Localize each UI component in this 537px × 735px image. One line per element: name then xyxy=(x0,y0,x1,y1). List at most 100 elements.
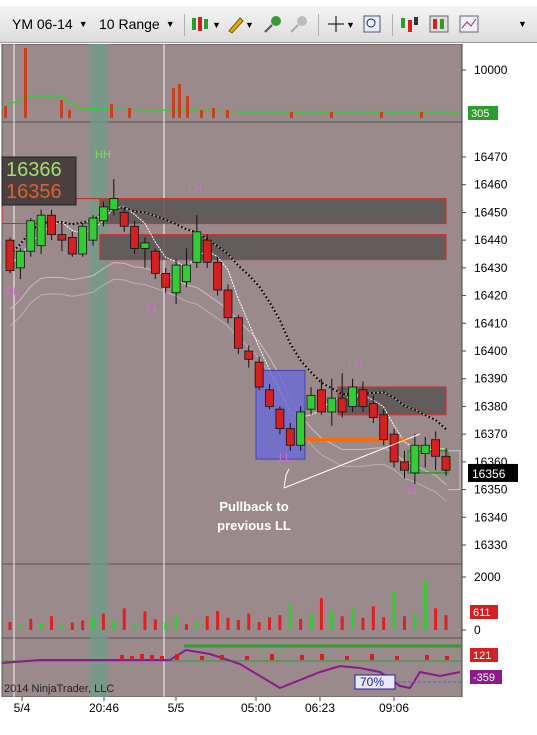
top-panel-bar xyxy=(128,108,131,118)
volume-bar xyxy=(8,622,12,630)
candle-body xyxy=(47,214,56,235)
chevron-down-icon: ▼ xyxy=(165,19,175,29)
volume-bar xyxy=(340,616,344,630)
volume-bar xyxy=(299,618,303,630)
time-tick-label: 06:23 xyxy=(305,701,335,715)
candle-body xyxy=(379,414,389,441)
volume-bar xyxy=(216,610,220,630)
price-tick-label: 16460 xyxy=(474,178,508,192)
strategy-button[interactable] xyxy=(428,14,452,34)
instrument-selector[interactable]: YM 06-14 ▼ xyxy=(12,14,88,34)
zoom-button[interactable] xyxy=(362,14,384,34)
candle-body xyxy=(213,261,223,291)
toolbar-scroll-button[interactable]: ▼ xyxy=(518,14,527,34)
volume-bar xyxy=(122,608,126,630)
candle-body xyxy=(223,289,233,319)
candle-body xyxy=(78,225,88,255)
candlestick-icon: ▼ xyxy=(192,17,221,31)
candle-body xyxy=(400,461,409,471)
candle-body xyxy=(265,389,274,407)
top-panel-bar xyxy=(172,88,175,118)
price-tick-label: 16340 xyxy=(474,510,508,524)
candle-body xyxy=(202,239,212,263)
candle-body xyxy=(15,250,25,269)
svg-text:▼: ▼ xyxy=(245,20,254,30)
swing-marker-label: LL xyxy=(407,485,419,497)
volume-bar xyxy=(184,624,188,630)
price-tick-label: 16430 xyxy=(474,261,508,275)
volume-bar xyxy=(101,613,105,630)
global-draw-button[interactable] xyxy=(262,14,286,34)
candle-body xyxy=(67,236,77,255)
volume-bar xyxy=(257,622,261,630)
volume-bar xyxy=(29,618,33,630)
indicator-bar xyxy=(175,654,179,660)
swing-marker-label: LL xyxy=(279,452,291,464)
volume-bar xyxy=(91,617,95,630)
top-panel-bar xyxy=(60,100,63,118)
price-tick-label: 16390 xyxy=(474,372,508,386)
top-panel-bar xyxy=(200,110,203,118)
volume-bar xyxy=(112,620,116,630)
remove-draw-button[interactable] xyxy=(288,14,312,34)
price-axis-background xyxy=(462,44,537,697)
chart-properties-button[interactable] xyxy=(458,14,482,34)
volume-bar xyxy=(70,622,74,630)
volume-bar xyxy=(164,622,168,630)
indicator-bar xyxy=(160,656,164,660)
bar-type-selector[interactable]: 10 Range ▼ xyxy=(99,14,175,34)
data-box-button[interactable] xyxy=(398,14,422,34)
top-panel-bar xyxy=(212,108,215,118)
candlestick-style-button[interactable]: ▼ xyxy=(190,14,224,34)
candle-body xyxy=(57,234,67,241)
volume-bar xyxy=(392,591,396,630)
panel-background-2 xyxy=(1,563,463,639)
annotation-text: previous LL xyxy=(217,518,291,533)
volume-bar xyxy=(423,580,427,630)
percent-box xyxy=(354,674,396,690)
crosshair-button[interactable]: ▼ xyxy=(326,14,356,34)
drawing-tools-button[interactable]: ▼ xyxy=(226,14,256,34)
candle-body xyxy=(441,455,451,471)
volume-bar xyxy=(413,613,417,630)
indicator-bar xyxy=(300,655,304,660)
time-tick-label: 05:00 xyxy=(241,701,271,715)
volume-bar xyxy=(133,623,137,630)
candle-body xyxy=(150,250,160,274)
volume-bar xyxy=(268,617,272,630)
volume-bar xyxy=(444,615,448,630)
candle-body xyxy=(130,225,139,249)
indicator-bar xyxy=(320,654,324,660)
volume-bar xyxy=(18,625,22,630)
resistance-zone-0 xyxy=(99,197,447,225)
channel-lower-line-2 xyxy=(9,278,447,502)
volume-bar xyxy=(278,615,282,630)
scroll-arrow-icon: ▼ xyxy=(518,19,527,29)
data-box-icon xyxy=(401,17,418,32)
candle-body xyxy=(348,386,357,407)
volume-bar xyxy=(309,614,313,630)
indicator-bar xyxy=(140,654,144,660)
indicator-badge-bottom-label: -359 xyxy=(473,672,495,684)
svg-text:▼: ▼ xyxy=(212,20,221,30)
price-chart[interactable]: 16470 16460 16450 16440 16430 16420 16410 16400… xyxy=(0,44,537,735)
price-tick-label: 16470 xyxy=(474,150,508,164)
session-highlight xyxy=(90,44,108,697)
indicator-bar xyxy=(345,656,349,660)
zoom-icon xyxy=(363,15,381,33)
candle-body xyxy=(431,439,441,457)
top-panel-bar xyxy=(186,96,189,118)
high-value-label: 16366 xyxy=(6,159,62,181)
candle-body xyxy=(410,444,420,474)
indicator-bar xyxy=(395,656,399,660)
indicator-bar xyxy=(445,656,449,660)
candle-body xyxy=(109,198,119,211)
pin-icon xyxy=(264,16,281,33)
time-tick-label: 5/5 xyxy=(168,701,185,715)
last-price-bracket xyxy=(448,450,461,491)
top-panel-badge-label: 305 xyxy=(471,108,489,120)
top-panel-bar xyxy=(330,112,333,118)
volume-bar xyxy=(351,608,355,630)
candle-body xyxy=(233,317,243,349)
